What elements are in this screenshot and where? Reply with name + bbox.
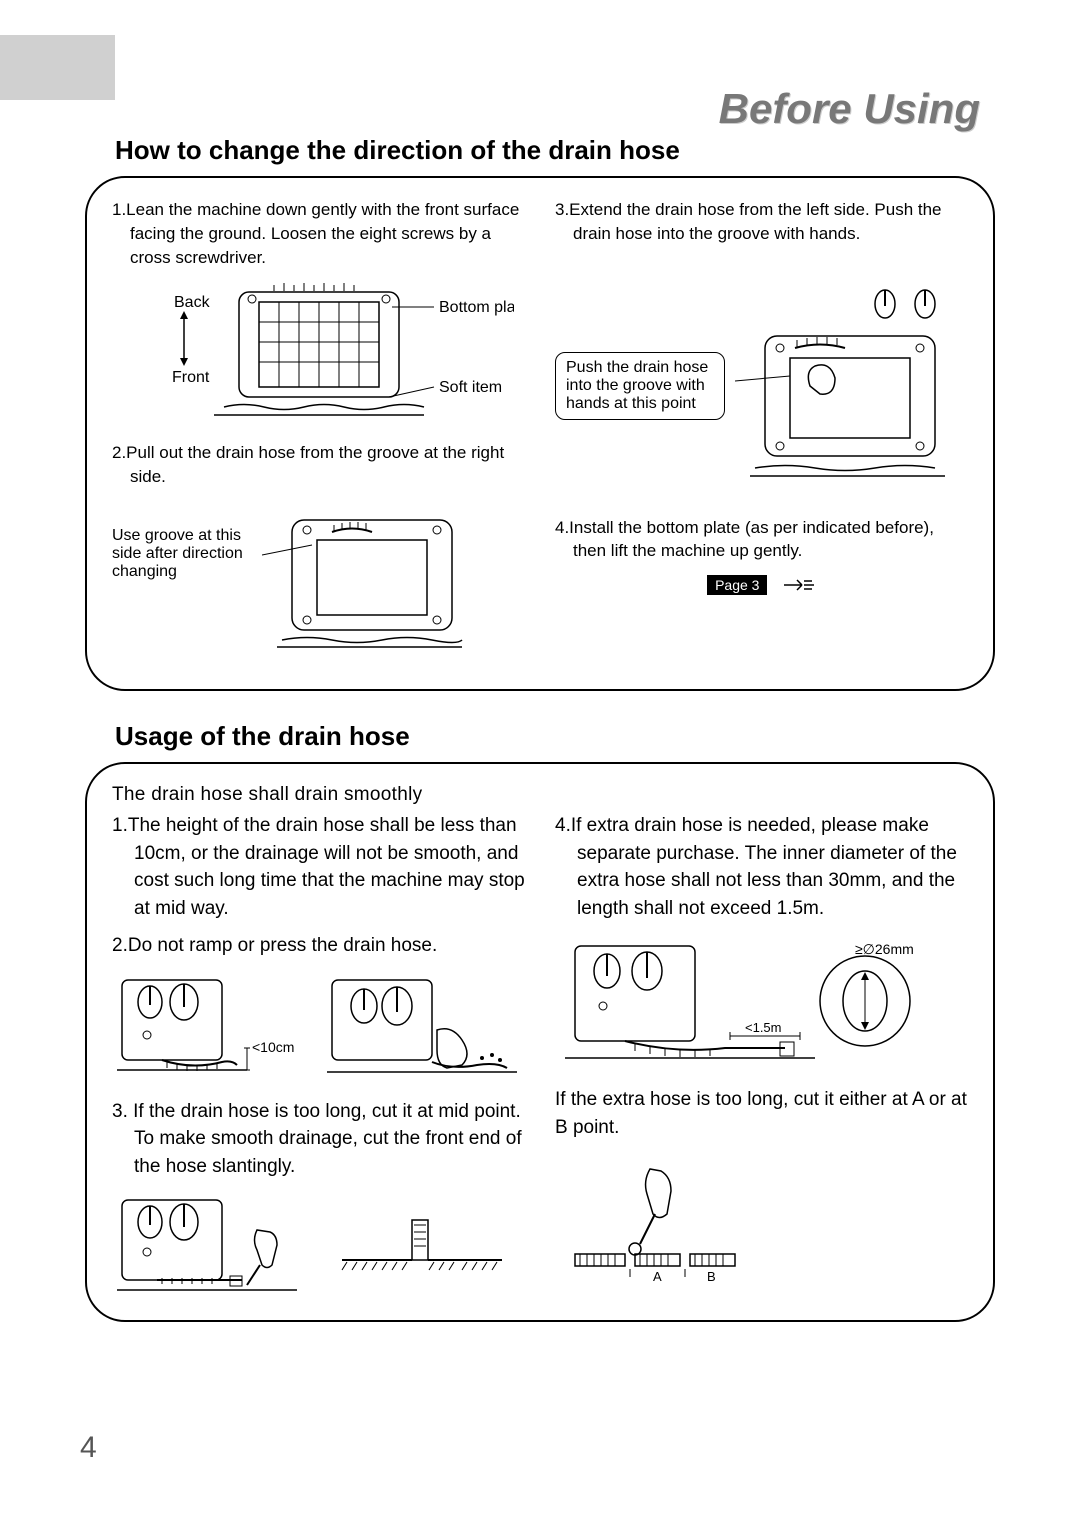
usage-item2: 2.Do not ramp or press the drain hose. — [112, 932, 525, 960]
label-bottom-plate: Bottom plate — [439, 299, 514, 316]
header-title: Before Using — [719, 85, 980, 133]
page-content: How to change the direction of the drain… — [85, 135, 995, 1322]
step2-text: 2.Pull out the drain hose from the groov… — [112, 441, 525, 489]
gray-tab — [0, 35, 115, 100]
label-back: Back — [174, 294, 211, 311]
label-soft-item: Soft item — [439, 379, 502, 396]
pointer-hand-icon — [782, 573, 816, 596]
usage-item4: 4.If extra drain hose is needed, please … — [555, 812, 968, 922]
diagram-usage4: ≥∅26mm <1.5m — [555, 936, 968, 1066]
label-diameter: ≥∅26mm — [855, 941, 914, 957]
usage-item3: 3. If the drain hose is too long, cut it… — [112, 1098, 525, 1181]
section2-right-col: 4.If extra drain hose is needed, please … — [555, 812, 968, 1300]
section2-left-col: 1.The height of the drain hose shall be … — [112, 812, 525, 1300]
diagram-step1: Back Front — [112, 277, 525, 427]
section2-box: The drain hose shall drain smoothly 1.Th… — [85, 762, 995, 1322]
step3-text: 3.Extend the drain hose from the left si… — [555, 198, 968, 246]
diagram-usage4b: A B — [555, 1159, 968, 1289]
diagram-usage3a — [112, 1190, 302, 1300]
section1-title: How to change the direction of the drain… — [115, 135, 995, 166]
step1-text: 1.Lean the machine down gently with the … — [112, 198, 525, 269]
diagram-step3 — [735, 286, 955, 486]
section1-box: 1.Lean the machine down gently with the … — [85, 176, 995, 691]
section1-left-col: 1.Lean the machine down gently with the … — [112, 198, 525, 669]
diagram-step2 — [262, 505, 472, 655]
label-pointA: A — [653, 1269, 662, 1284]
diagram-usage1: <10cm — [112, 970, 302, 1080]
section2-intro: The drain hose shall drain smoothly — [112, 784, 968, 806]
page-number: 4 — [80, 1431, 97, 1465]
step2-callout: Use groove at this side after direction … — [112, 497, 252, 581]
step3-callout: Push the drain hose into the groove with… — [555, 352, 725, 420]
page-ref-badge: Page 3 — [707, 575, 767, 595]
section2-title: Usage of the drain hose — [115, 721, 995, 752]
step4-text: 4.Install the bottom plate (as per indic… — [555, 516, 968, 564]
usage-item1: 1.The height of the drain hose shall be … — [112, 812, 525, 922]
diagram-usage2 — [322, 970, 522, 1080]
section1-right-col: 3.Extend the drain hose from the left si… — [555, 198, 968, 669]
label-pointB: B — [707, 1269, 716, 1284]
section2: Usage of the drain hose The drain hose s… — [85, 721, 995, 1322]
page-ref-container: Page 3 — [555, 573, 968, 596]
label-front: Front — [172, 369, 210, 386]
label-10cm: <10cm — [252, 1039, 294, 1055]
usage-item4b: If the extra hose is too long, cut it ei… — [555, 1086, 968, 1141]
diagram-usage3b — [332, 1190, 512, 1300]
label-length: <1.5m — [745, 1020, 782, 1035]
